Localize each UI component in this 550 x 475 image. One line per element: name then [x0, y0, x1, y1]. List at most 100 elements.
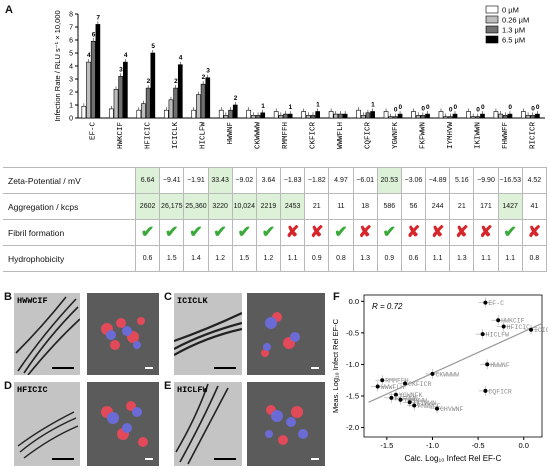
data-point — [407, 400, 412, 405]
table-cell: 3220 — [207, 193, 233, 220]
data-point — [435, 406, 440, 411]
table-cell: ✘ — [473, 219, 499, 246]
data-point — [393, 392, 398, 397]
table-cell: −1.82 — [304, 167, 330, 194]
table-cell: ✘ — [425, 219, 451, 246]
bar — [86, 61, 91, 119]
bar-annotation: 0 — [421, 105, 425, 112]
table-cell: 2602 — [134, 193, 161, 220]
table-cell: −1.83 — [280, 167, 306, 194]
y-tick-label: 8 — [69, 12, 73, 19]
bar — [315, 111, 320, 119]
row-label: Aggregation / kcps — [3, 193, 136, 220]
bar — [168, 99, 174, 119]
data-point — [483, 300, 488, 305]
table-cell: 1.5 — [231, 245, 257, 272]
table-cell: 1.1 — [497, 245, 523, 272]
bar — [535, 113, 540, 119]
micrograph-sequence-label: HWWCIF — [17, 296, 48, 306]
cross-icon: ✘ — [285, 223, 300, 241]
point-label: IKIWWN — [413, 400, 437, 407]
tem-image-d: HFICIC — [14, 382, 80, 466]
category-label: FKFWWN — [419, 122, 427, 149]
table-cell: ✘ — [352, 219, 378, 246]
bar — [507, 113, 513, 119]
check-icon: ✔ — [503, 223, 517, 241]
bar — [393, 116, 398, 119]
table-cell: −4.89 — [425, 167, 451, 194]
bar — [498, 113, 503, 119]
table-cell: −9.41 — [159, 167, 185, 194]
y-axis-label: Meas. Log₁₀ Infect Rel EF-C — [331, 318, 340, 413]
bar-annotation: 4 — [124, 52, 128, 59]
tem-image-b: HWWCIF — [14, 293, 80, 375]
panel-f-label: F — [333, 291, 340, 303]
point-label: YGWNFK — [399, 392, 423, 399]
check-icon: ✔ — [261, 223, 276, 241]
bar-annotation: 3 — [206, 68, 210, 75]
table-cell: ✔ — [207, 219, 233, 246]
bar — [145, 87, 151, 119]
data-point — [483, 388, 488, 393]
row-label: Zeta-Potential / mV — [3, 167, 136, 194]
legend-label: 1.3 µM — [502, 26, 525, 35]
y-tick-label: 2 — [69, 90, 73, 97]
y-tick-label: 5 — [69, 51, 73, 58]
table-row: Fibril formation ✔ ✔ ✔ ✔ ✔ ✔ ✘ ✘ ✔ ✘ ✔ ✘ ✘ ✘ ✘ ✔ ✘ — [3, 219, 548, 246]
table-cell: 41 — [521, 193, 548, 220]
bar-annotation: 0 — [476, 107, 480, 114]
table-cell: 1427 — [497, 193, 523, 220]
bar — [475, 116, 481, 119]
bar-annotation: 3 — [119, 66, 123, 73]
bar-annotation: 2 — [147, 78, 151, 85]
category-label: CKWWWW — [255, 122, 263, 150]
bar-annotation: 1 — [316, 102, 320, 109]
table-row: Zeta-Potential / mV 6.64 −9.41 −1.91 33.43 −9… — [3, 167, 548, 194]
bar — [177, 64, 183, 119]
y-tick-label: 6 — [69, 38, 73, 45]
bar — [502, 115, 508, 119]
table-cell: ✘ — [521, 219, 548, 246]
table-cell: 18 — [352, 193, 378, 220]
y-tick-label: 4 — [69, 64, 73, 71]
category-label: FHWWFF — [502, 122, 510, 149]
table-cell: 0.9 — [376, 245, 402, 272]
bar — [287, 113, 293, 119]
table-cell: 21 — [304, 193, 330, 220]
table-cell: 586 — [376, 193, 402, 220]
check-icon: ✔ — [213, 223, 227, 241]
bar — [365, 112, 371, 119]
bar — [246, 109, 252, 119]
bar — [328, 111, 334, 119]
bar — [150, 52, 156, 119]
cross-icon: ✘ — [358, 223, 372, 241]
legend-swatch — [485, 25, 499, 34]
category-label: CKFICR — [310, 122, 318, 150]
micrograph-sequence-label: HICLFW — [177, 385, 208, 395]
bar — [466, 111, 471, 119]
bar — [370, 111, 375, 119]
y-tick-label: 3 — [69, 77, 73, 84]
category-label: CQFICR — [364, 122, 372, 150]
point-label: CKWWWW — [435, 371, 459, 378]
bar — [356, 109, 361, 119]
table-cell: 0.9 — [304, 245, 330, 272]
legend-label: 0 µM — [502, 6, 519, 15]
fluorescence-image-d — [87, 382, 159, 466]
bar-annotation: 7 — [96, 14, 100, 21]
x-axis-label: Calc. Log₁₀ Infect Rel EF-C — [405, 454, 502, 463]
bar — [141, 103, 146, 119]
bar — [205, 77, 211, 119]
table-cell: ✘ — [449, 219, 475, 246]
point-label: RMMFFH — [385, 378, 409, 385]
table-cell: 0.6 — [400, 245, 427, 272]
table-cell: ✔ — [134, 219, 161, 246]
table-cell: 3.64 — [255, 167, 282, 194]
bar — [470, 116, 476, 119]
point-label: IYMHVW — [404, 397, 428, 404]
bar — [388, 116, 394, 119]
data-point — [501, 324, 506, 329]
bar — [438, 111, 444, 119]
table-row: Hydrophobicity 0.6 1.5 1.4 1.2 1.5 1.2 1.1 0.9 0.… — [3, 245, 548, 272]
category-label: HWKCIF — [117, 122, 125, 149]
